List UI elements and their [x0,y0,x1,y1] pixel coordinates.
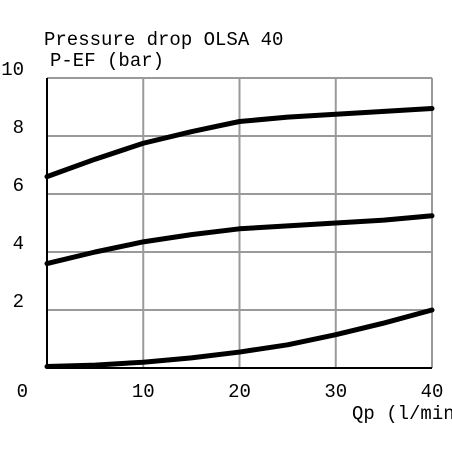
x-tick-label: 30 [324,381,347,403]
x-tick-label: 0 [17,381,28,403]
series-line [44,213,435,267]
y-tick-label: 2 [13,291,24,313]
x-tick-label: 10 [132,381,155,403]
y-tick-label: 6 [13,175,24,197]
x-tick-label: 40 [421,381,444,403]
y-tick-label: 4 [13,233,24,255]
series-line [44,105,435,180]
y-axis-label: P-EF (bar) [50,50,164,72]
x-axis-label: Qp (l/min) [352,403,452,425]
y-tick-label: 8 [13,117,24,139]
series-line [44,307,435,370]
x-tick-label: 20 [228,381,251,403]
y-tick-label: 10 [1,59,24,81]
chart-title: Pressure drop OLSA 40 [44,29,283,51]
